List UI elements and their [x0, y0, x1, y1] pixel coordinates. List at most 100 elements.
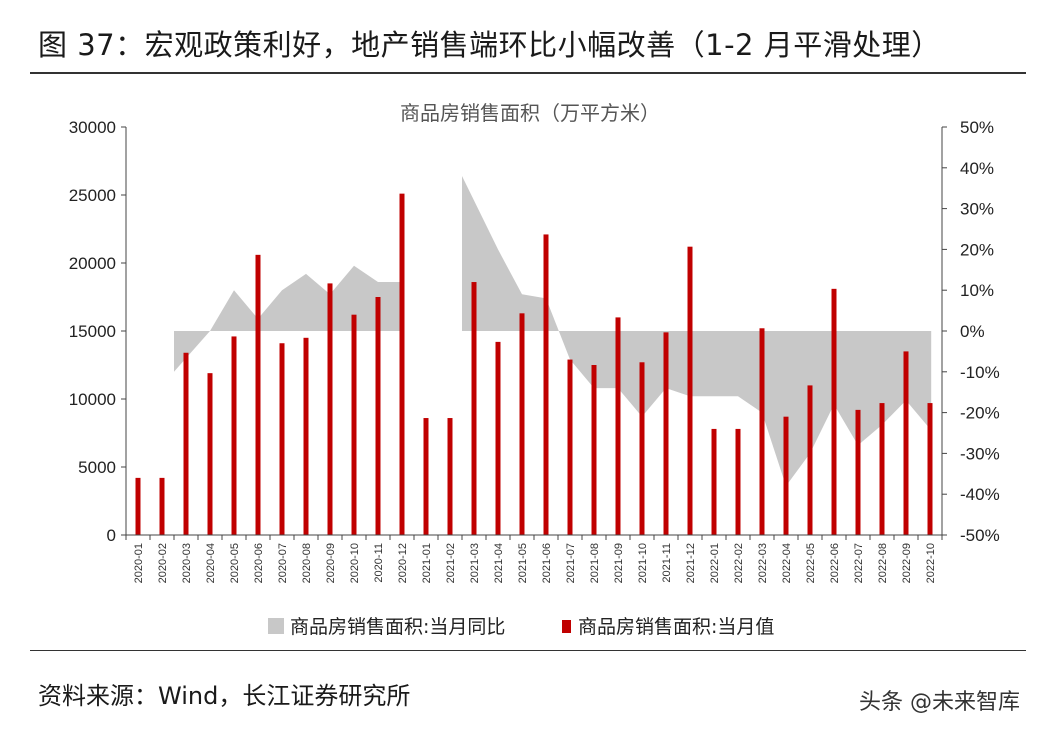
bar-2022-03 [759, 328, 765, 535]
bar-2020-01 [135, 477, 141, 535]
yoy-area-segment [174, 265, 404, 372]
bar-2021-03 [471, 282, 477, 535]
legend-label-yoy: 商品房销售面积:当月同比 [290, 616, 505, 638]
x-tick-label: 2020-06 [253, 543, 265, 583]
y-right-tick-label: 10% [960, 281, 994, 300]
x-tick-label: 2022-01 [709, 543, 721, 583]
y-right-tick-label: -50% [960, 526, 1000, 545]
bar-2021-04 [495, 341, 501, 535]
y-right-tick-label: 50% [960, 118, 994, 137]
x-tick-label: 2022-10 [925, 543, 937, 583]
x-tick-label: 2022-09 [901, 543, 913, 583]
bar-2020-04 [207, 373, 213, 535]
bar-2020-08 [303, 337, 309, 535]
axes-layer: 0 5000 10000 15000 20000 25000 30000 -50% -40% -3… [69, 118, 1000, 583]
x-tick-label: 2021-10 [637, 543, 649, 583]
y-right-tick-label: 0% [960, 322, 985, 341]
x-tick-label: 2021-12 [685, 543, 697, 583]
title-rule [30, 72, 1026, 74]
x-tick-label: 2022-08 [877, 543, 889, 583]
x-tick-label: 2020-11 [373, 543, 385, 583]
bar-2020-06 [255, 254, 261, 535]
x-tick-label: 2021-02 [445, 543, 457, 583]
bar-2020-02 [159, 477, 165, 535]
bar-2022-04 [783, 416, 789, 535]
y-left-tick-label: 0 [107, 526, 116, 545]
x-tick-label: 2022-06 [829, 543, 841, 583]
bar-2022-10 [927, 403, 933, 535]
bar-2021-07 [567, 359, 573, 535]
bar-2021-12 [687, 246, 693, 535]
bar-layer [135, 193, 933, 535]
x-tick-label: 2021-08 [589, 543, 601, 583]
x-tick-label: 2021-07 [565, 543, 577, 583]
bar-2020-10 [351, 314, 357, 535]
y-left-tick-label: 20000 [69, 254, 116, 273]
chart-title: 商品房销售面积（万平方米） [400, 101, 660, 125]
bar-2020-12 [399, 193, 405, 535]
y-right-tick-label: 30% [960, 200, 994, 219]
legend-label-monthly: 商品房销售面积:当月值 [578, 616, 774, 638]
y-right-tick-label: 20% [960, 240, 994, 259]
bar-2021-08 [591, 365, 597, 535]
x-tick-label: 2022-07 [853, 543, 865, 583]
bar-2020-05 [231, 336, 237, 535]
source-note: 资料来源：Wind，长江证券研究所 [38, 682, 411, 710]
x-tick-label: 2021-01 [421, 543, 433, 583]
x-tick-label: 2020-10 [349, 543, 361, 583]
x-tick-label: 2021-05 [517, 543, 529, 583]
y-left-tick-label: 10000 [69, 390, 116, 409]
y-right-tick-label: -40% [960, 485, 1000, 504]
x-tick-label: 2022-02 [733, 543, 745, 583]
x-tick-label: 2020-05 [229, 543, 241, 583]
x-tick-label: 2020-12 [397, 543, 409, 583]
watermark: 头条 @未来智库 [859, 690, 1020, 715]
x-tick-label: 2021-03 [469, 543, 481, 583]
legend: 商品房销售面积:当月同比 商品房销售面积:当月值 [268, 616, 774, 638]
y-right-tick-label: -20% [960, 404, 1000, 423]
legend-swatch-area [268, 618, 284, 634]
bar-2022-08 [879, 403, 885, 535]
y-left-tick-label: 5000 [78, 458, 116, 477]
x-tick-label: 2021-06 [541, 543, 553, 583]
x-tick-label: 2021-09 [613, 543, 625, 583]
bar-2021-09 [615, 317, 621, 535]
x-tick-label: 2021-04 [493, 543, 505, 583]
figure-title: 图 37：宏观政策利好，地产销售端环比小幅改善（1-2 月平滑处理） [38, 28, 941, 62]
y-right-tick-label: -10% [960, 363, 1000, 382]
yoy-area-layer [174, 175, 932, 487]
bar-2020-09 [327, 283, 333, 535]
bar-2022-06 [831, 288, 837, 535]
x-tick-label: 2022-04 [781, 543, 793, 583]
bar-2020-11 [375, 297, 381, 535]
bar-2021-02 [447, 418, 453, 535]
y-left-tick-label: 15000 [69, 322, 116, 341]
chart: 商品房销售面积（万平方米） 0 5000 10000 15000 20000 25000 3… [69, 101, 1000, 638]
yoy-area-segment [462, 175, 932, 487]
x-tick-label: 2020-01 [133, 543, 145, 583]
bar-2021-11 [663, 332, 669, 535]
bar-2022-07 [855, 409, 861, 535]
x-tick-label: 2020-07 [277, 543, 289, 583]
x-tick-label: 2022-03 [757, 543, 769, 583]
bar-2022-01 [711, 428, 717, 535]
source-rule [30, 650, 1026, 651]
y-left-tick-label: 30000 [69, 118, 116, 137]
bar-2020-03 [183, 352, 189, 535]
x-tick-label: 2022-05 [805, 543, 817, 583]
bar-2021-01 [423, 418, 429, 535]
bar-2022-05 [807, 385, 813, 535]
bar-2020-07 [279, 343, 285, 535]
x-tick-label: 2020-04 [205, 543, 217, 583]
bar-2022-09 [903, 351, 909, 535]
x-tick-label: 2021-11 [661, 543, 673, 583]
legend-swatch-bar [562, 620, 571, 633]
bar-2022-02 [735, 428, 741, 535]
y-left-tick-label: 25000 [69, 186, 116, 205]
y-right-tick-label: 40% [960, 159, 994, 178]
x-tick-label: 2020-08 [301, 543, 313, 583]
bar-2021-06 [543, 234, 549, 535]
x-tick-label: 2020-03 [181, 543, 193, 583]
x-tick-label: 2020-09 [325, 543, 337, 583]
bar-2021-05 [519, 313, 525, 535]
